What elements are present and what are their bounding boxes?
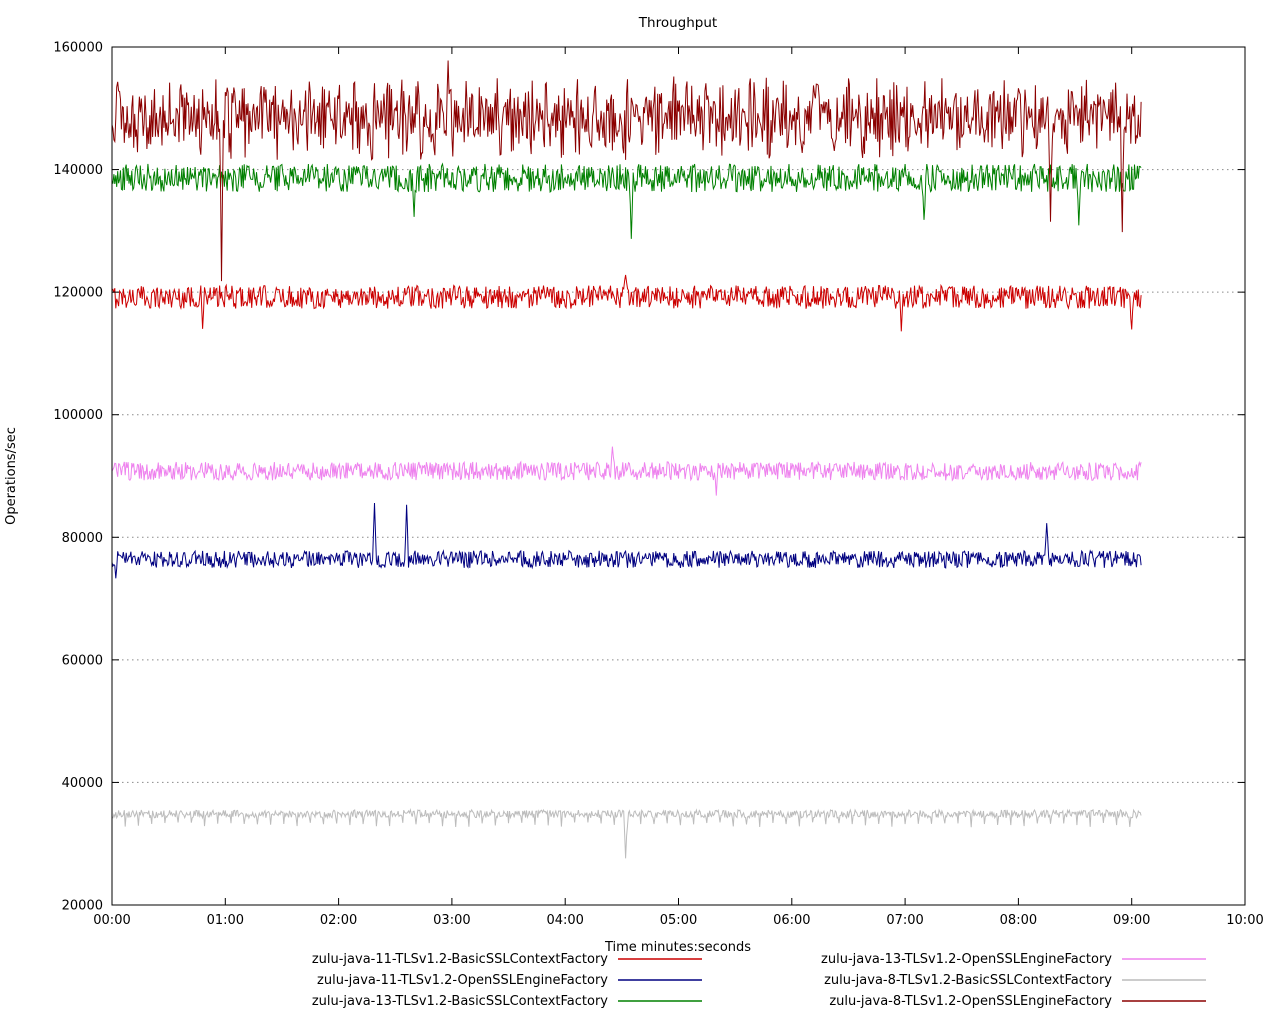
series-line-0 bbox=[111, 274, 1142, 332]
x-tick-label: 01:00 bbox=[207, 913, 244, 928]
series-line-4 bbox=[111, 808, 1142, 859]
x-tick-label: 10:00 bbox=[1226, 913, 1263, 928]
y-tick-label: 100000 bbox=[53, 408, 103, 423]
legend-label: zulu-java-13-TLSv1.2-BasicSSLContextFact… bbox=[312, 994, 608, 1009]
legend-label: zulu-java-8-TLSv1.2-BasicSSLContextFacto… bbox=[824, 973, 1112, 988]
y-tick-label: 60000 bbox=[62, 653, 103, 668]
axes bbox=[111, 46, 1246, 906]
y-tick-label: 120000 bbox=[53, 286, 103, 301]
chart-title: Throughput bbox=[638, 15, 717, 31]
x-tick-label: 00:00 bbox=[93, 913, 130, 928]
tick-labels: 00:00 01:00 02:00 03:00 04:00 05:00 06:00 07:00… bbox=[53, 41, 1263, 929]
y-axis-label: Operations/sec bbox=[4, 427, 19, 525]
legend-label: zulu-java-11-TLSv1.2-OpenSSLEngineFactor… bbox=[317, 973, 608, 988]
x-tick-label: 08:00 bbox=[1000, 913, 1037, 928]
legend: zulu-java-11-TLSv1.2-BasicSSLContextFact… bbox=[312, 952, 1206, 1009]
x-tick-label: 07:00 bbox=[886, 913, 923, 928]
x-tick-label: 04:00 bbox=[546, 913, 583, 928]
legend-label: zulu-java-13-TLSv1.2-OpenSSLEngineFactor… bbox=[821, 952, 1112, 967]
legend-label: zulu-java-8-TLSv1.2-OpenSSLEngineFactory bbox=[829, 994, 1112, 1009]
y-tick-label: 140000 bbox=[53, 163, 103, 178]
series-line-1 bbox=[111, 502, 1142, 579]
x-tick-label: 05:00 bbox=[660, 913, 697, 928]
y-tick-label: 20000 bbox=[62, 899, 103, 914]
legend-label: zulu-java-11-TLSv1.2-BasicSSLContextFact… bbox=[312, 952, 608, 967]
x-tick-label: 06:00 bbox=[773, 913, 810, 928]
y-tick-label: 160000 bbox=[53, 41, 103, 56]
y-tick-label: 40000 bbox=[62, 776, 103, 791]
series-line-3 bbox=[111, 446, 1142, 496]
x-tick-label: 03:00 bbox=[433, 913, 470, 928]
series-line-5 bbox=[111, 60, 1142, 282]
series-lines bbox=[111, 60, 1142, 859]
y-tick-label: 80000 bbox=[62, 531, 103, 546]
x-tick-label: 02:00 bbox=[320, 913, 357, 928]
x-tick-label: 09:00 bbox=[1113, 913, 1150, 928]
series-line-2 bbox=[111, 162, 1142, 239]
x-axis-label: Time minutes:seconds bbox=[604, 940, 751, 955]
